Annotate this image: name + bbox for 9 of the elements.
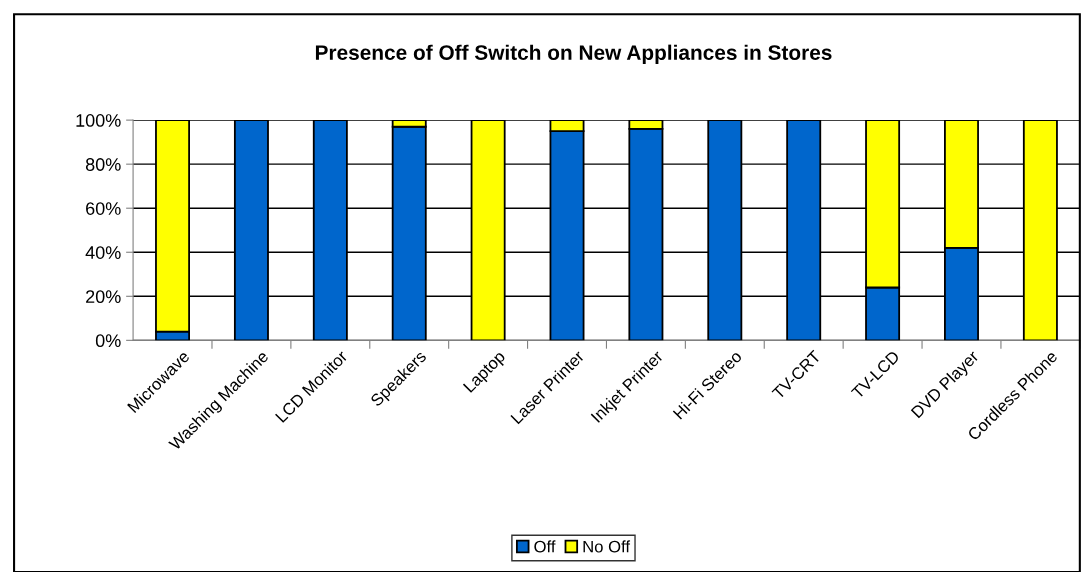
y-tick-label: 60%	[86, 202, 121, 215]
chart-title: Presence of Off Switch on New Appliances in Stores	[315, 44, 832, 65]
legend-label: Off	[534, 540, 556, 553]
y-tick-label: 0%	[95, 334, 121, 348]
y-tick-label: 20%	[86, 290, 121, 304]
legend-label: No Off	[583, 540, 631, 553]
y-tick-label: 80%	[85, 158, 121, 171]
y-tick-label: 40%	[85, 246, 121, 259]
y-tick-label: 100%	[76, 114, 121, 127]
